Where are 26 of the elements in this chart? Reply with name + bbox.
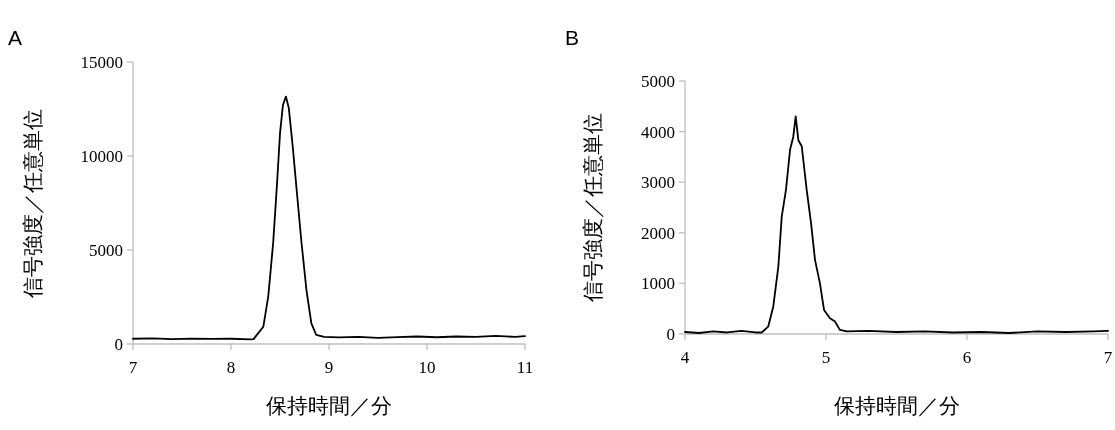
x-tick-label: 5 [821,348,831,367]
y-axis-title: 信号強度／任意単位 [581,113,605,302]
x-tick-label: 9 [324,358,334,377]
y-tick-label: 5000 [89,241,123,260]
x-tick-label: 7 [1103,348,1113,367]
x-tick-label: 11 [516,358,534,377]
x-axis-title: 保持時間／分 [266,394,392,418]
chart-title: A [8,26,23,49]
x-tick-label: 6 [962,348,972,367]
x-tick-label: 8 [226,358,236,377]
y-tick-label: 3000 [641,173,675,193]
y-tick-label: 2000 [641,223,675,243]
y-tick-label: 15000 [80,53,123,72]
y-tick-label: 5000 [641,72,675,91]
y-axis-title: 信号強度／任意単位 [21,108,45,298]
x-tick-label: 10 [418,358,436,377]
y-tick-label: 0 [114,335,123,354]
x-tick-label: 7 [128,358,138,377]
y-tick-label: 0 [666,325,675,344]
y-tick-label: 4000 [641,122,675,142]
chart-title: B [565,26,580,49]
x-axis-title: 保持時間／分 [833,394,960,418]
x-tick-label: 4 [680,348,690,367]
line-series [132,95,526,341]
y-tick-label: 10000 [80,147,123,166]
y-tick-label: 1000 [641,274,675,294]
